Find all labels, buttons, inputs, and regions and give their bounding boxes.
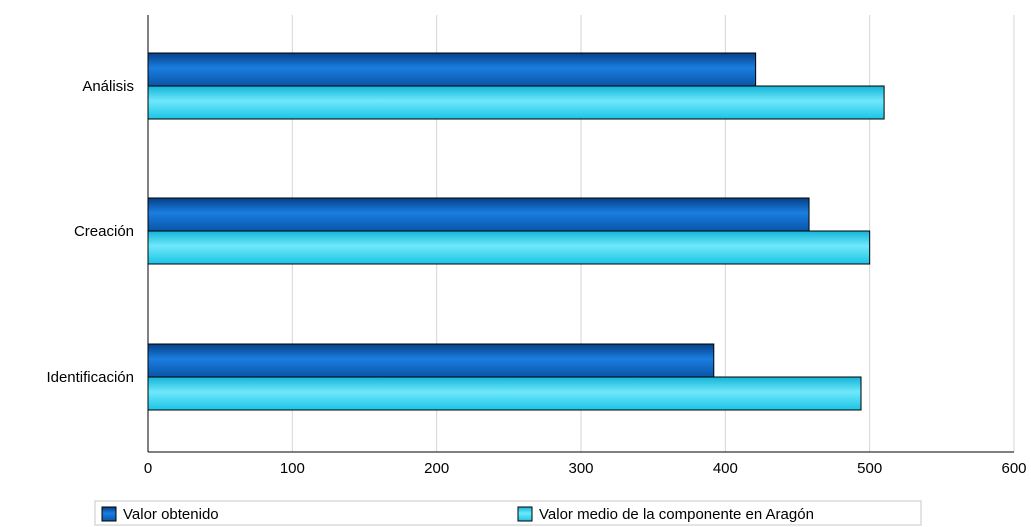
x-tick-label-3: 300: [568, 460, 593, 477]
category-labels: Análisis Creación Identificación: [46, 78, 134, 386]
legend-box: [94, 500, 922, 526]
x-tick-label-5: 500: [857, 460, 882, 477]
bar-1-1: [147, 230, 871, 265]
legend-swatch-1: [517, 506, 533, 522]
bar-2-0: [147, 343, 715, 378]
bar-1-0: [147, 197, 810, 232]
legend-item-1: Valor medio de la componente en Aragón: [517, 506, 814, 523]
x-tick-labels: 0 100 200 300 400 500 600: [144, 460, 1027, 477]
bars: [147, 52, 885, 411]
bar-2-1: [147, 376, 862, 411]
legend-label-1: Valor medio de la componente en Aragón: [539, 506, 814, 523]
bar-0-1: [147, 85, 885, 120]
category-label-1: Creación: [74, 223, 134, 240]
legend-item-0: Valor obtenido: [101, 506, 219, 523]
legend-swatch-0: [101, 506, 117, 522]
legend-label-0: Valor obtenido: [123, 506, 219, 523]
axes: [147, 15, 1014, 453]
legend: Valor obtenido Valor medio de la compone…: [94, 500, 922, 526]
category-label-2: Identificación: [46, 369, 134, 386]
x-tick-label-0: 0: [144, 460, 152, 477]
x-tick-label-4: 400: [713, 460, 738, 477]
x-tick-label-1: 100: [280, 460, 305, 477]
bar-0-0: [147, 52, 757, 87]
x-tick-label-6: 600: [1001, 460, 1026, 477]
category-label-0: Análisis: [82, 78, 134, 95]
x-tick-label-2: 200: [424, 460, 449, 477]
